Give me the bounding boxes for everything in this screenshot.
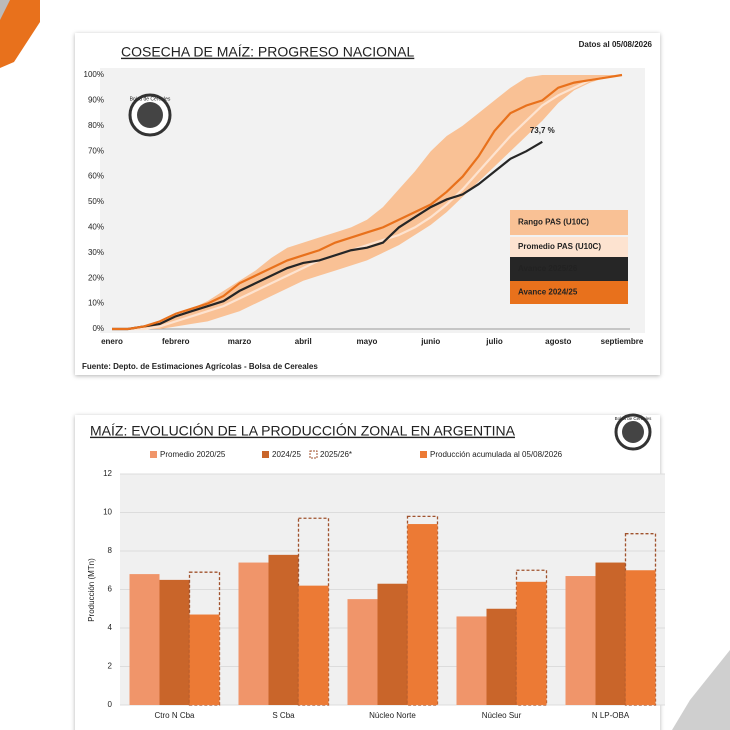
legend-label: Producción acumulada al 05/08/2026 xyxy=(430,450,563,459)
logo: Bolsa de Cereales Bolsa de Cereales xyxy=(128,93,653,451)
bar xyxy=(407,524,438,705)
x-tick-label: S Cba xyxy=(272,711,295,720)
bar xyxy=(238,562,269,705)
corner-decoration xyxy=(0,0,40,68)
logo-text: Bolsa de Cereales xyxy=(615,416,653,421)
series-line xyxy=(112,140,543,331)
chart-title: COSECHA DE MAÍZ: PROGRESO NACIONAL xyxy=(121,44,414,60)
x-tick-label: agosto xyxy=(545,337,571,346)
x-tick-label: febrero xyxy=(162,337,190,346)
bar xyxy=(565,576,596,705)
bar xyxy=(298,585,329,705)
bar xyxy=(159,579,190,705)
legend-label: Promedio 2020/25 xyxy=(160,450,226,459)
chart-subtitle: Datos al 05/08/2026 xyxy=(579,40,653,49)
legend-label: Promedio PAS (U10C) xyxy=(518,242,601,251)
chart-title: MAÍZ: EVOLUCIÓN DE LA PRODUCCIÓN ZONAL E… xyxy=(90,423,516,439)
x-tick-label: septiembre xyxy=(601,337,644,346)
x-tick-label: N LP-OBA xyxy=(592,711,630,720)
legend-label: Avance 2024/25 xyxy=(518,288,578,297)
y-tick-label: 12 xyxy=(103,469,112,478)
y-tick-label: 0 xyxy=(108,700,113,709)
y-tick-label: 80% xyxy=(88,121,104,130)
bar xyxy=(625,570,656,705)
legend-swatch xyxy=(510,281,628,304)
y-tick-label: 0% xyxy=(92,324,104,333)
y-tick-label: 20% xyxy=(88,273,104,282)
y-tick-label: 100% xyxy=(84,70,104,79)
y-tick-label: 2 xyxy=(108,662,113,671)
x-tick-label: Ctro N Cba xyxy=(154,711,195,720)
bar xyxy=(486,608,517,705)
series-line xyxy=(112,73,623,331)
y-tick-label: 10% xyxy=(88,299,104,308)
y-tick-label: 40% xyxy=(88,223,104,232)
x-tick-label: Núcleo Norte xyxy=(369,711,416,720)
logo-text: Bolsa de Cereales xyxy=(130,96,171,102)
y-tick-label: 6 xyxy=(108,585,113,594)
data-label: 73,7 % xyxy=(530,126,555,135)
y-axis-label: Producción (MTn) xyxy=(87,558,96,622)
legend-swatch xyxy=(510,210,628,235)
y-tick-label: 4 xyxy=(108,623,113,632)
legend-label: 2025/26* xyxy=(320,450,352,459)
bar xyxy=(347,599,378,705)
bar xyxy=(456,616,487,705)
legend-swatch xyxy=(309,450,318,459)
y-tick-label: 8 xyxy=(108,546,113,555)
bar xyxy=(516,581,547,705)
y-tick-label: 50% xyxy=(88,197,104,206)
legend-swatch xyxy=(420,451,427,458)
bar xyxy=(129,574,160,705)
legend-swatch xyxy=(150,451,157,458)
corner-decoration xyxy=(0,0,10,20)
legend-label: Avance 2025/26 xyxy=(518,264,578,273)
bar xyxy=(377,583,408,705)
bar xyxy=(595,562,626,705)
y-tick-label: 90% xyxy=(88,96,104,105)
range-band xyxy=(112,75,622,329)
y-tick-label: 60% xyxy=(88,172,104,181)
source-note: Fuente: Depto. de Estimaciones Agrícolas… xyxy=(82,362,318,371)
bar xyxy=(189,614,220,705)
y-tick-label: 10 xyxy=(103,508,112,517)
x-tick-label: enero xyxy=(101,337,123,346)
legend-swatch xyxy=(510,257,628,281)
legend-swatch xyxy=(510,237,628,257)
y-tick-label: 70% xyxy=(88,146,104,155)
x-tick-label: mayo xyxy=(357,337,378,346)
series-line xyxy=(112,73,623,331)
x-tick-label: junio xyxy=(420,337,440,346)
bar xyxy=(268,554,299,705)
corner-decoration xyxy=(672,650,730,730)
x-tick-label: Núcleo Sur xyxy=(482,711,522,720)
x-tick-label: julio xyxy=(485,337,503,346)
y-tick-label: 30% xyxy=(88,248,104,257)
legend-label: Rango PAS (U10C) xyxy=(518,218,589,227)
x-tick-label: marzo xyxy=(228,337,252,346)
legend-swatch xyxy=(262,451,269,458)
legend-label: 2024/25 xyxy=(272,450,301,459)
x-tick-label: abril xyxy=(295,337,312,346)
